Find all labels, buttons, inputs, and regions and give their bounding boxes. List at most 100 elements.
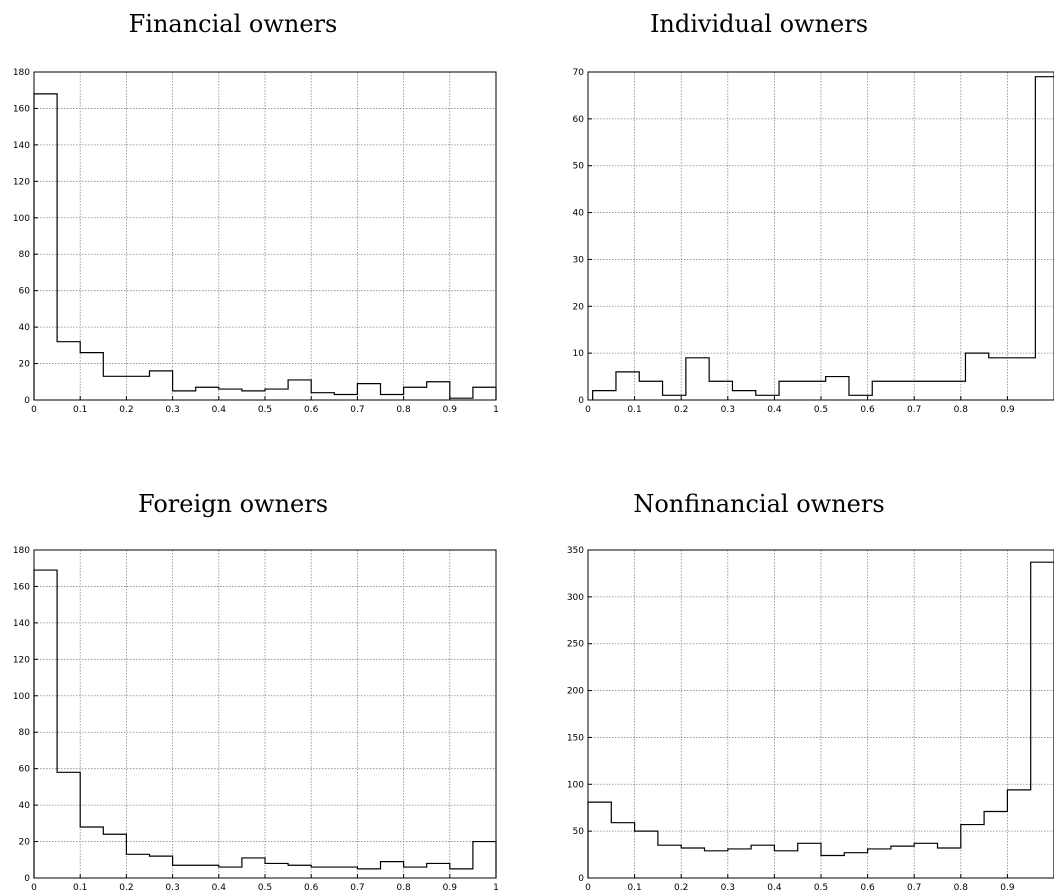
x-tick-label: 0.7 [350,883,364,892]
histogram-bin [57,342,80,400]
histogram-bin [288,380,311,400]
histogram-panel-financial: 0 20 40 60 80 100 120 140 160 180 0 0.1 0.2 0.3 0.4 0.5… [13,68,499,415]
y-tick-label: 160 [13,582,30,592]
y-tick-label: 160 [13,104,30,114]
histogram-bin [1031,562,1054,878]
histogram-bin [705,851,728,878]
histogram-bin [732,391,755,400]
y-tick-label: 40 [19,801,31,811]
x-tick-label: 0.3 [165,883,179,892]
x-tick-label: 0.6 [304,883,319,892]
x-tick-label: 1 [493,883,499,892]
x-tick-label: 0.5 [814,405,828,415]
histogram-bin [381,395,404,400]
histogram-bin [196,865,219,878]
histogram-bin [779,381,802,400]
histogram-bin [242,858,265,878]
x-tick-label: 0.6 [860,883,875,892]
y-tick-label: 20 [573,302,585,312]
histogram-bin [450,869,473,878]
x-tick-label: 0.9 [1000,405,1015,415]
x-tick-label: 0.3 [721,405,735,415]
panel-title-foreign: Foreign owners [137,490,329,518]
histogram-bin [821,856,844,878]
histogram-bin [80,827,103,878]
x-tick-label: 0.2 [119,405,133,415]
y-tick-label: 350 [567,546,584,556]
histogram-bin [404,387,427,400]
histogram-bin [965,353,988,400]
histogram-bin [616,372,639,400]
x-tick-label: 0.2 [674,883,688,892]
x-tick-label: 0.3 [721,883,735,892]
histogram-bin [57,772,80,878]
histogram-bin [919,381,942,400]
histogram-bin [686,358,709,400]
histogram-bin [914,843,937,878]
histogram-bin [663,395,686,400]
y-tick-label: 140 [13,619,30,629]
x-tick-label: 0.1 [73,883,87,892]
histogram-bin [798,843,821,878]
histogram-bin [219,389,242,400]
histogram-bin [984,811,1007,878]
histogram-bin [891,846,914,878]
x-tick-label: 0.5 [258,405,272,415]
y-tick-label: 40 [19,323,31,333]
histogram-bin [989,358,1012,400]
y-tick-label: 180 [13,546,30,556]
y-tick-label: 30 [573,255,585,265]
histogram-bin [103,834,126,878]
histogram-bin [588,802,611,878]
y-tick-label: 80 [19,728,31,738]
histogram-panel-individual: 0 10 20 30 40 50 60 70 0 0.1 0.2 0.3 0.4 0.5 0.6 0.7 0.8… [573,68,1054,415]
histogram-bin [942,381,965,400]
panel-title-financial: Financial owners [128,10,338,38]
x-tick-label: 0.8 [954,405,969,415]
histogram-bin [635,831,658,878]
y-tick-label: 120 [13,177,30,187]
x-tick-label: 0.2 [119,883,133,892]
y-tick-label: 60 [573,115,585,125]
histogram-bin [473,842,496,878]
y-tick-label: 20 [19,360,31,370]
panel-title-individual: Individual owners [649,10,869,38]
histogram-bin [242,391,265,400]
histogram-bin [150,371,173,400]
histogram-bin [150,856,173,878]
histogram-bin [639,381,662,400]
x-tick-label: 0.7 [350,405,364,415]
histogram-bin [311,393,334,400]
y-tick-label: 150 [567,733,584,743]
histogram-outline [587,561,1054,878]
histogram-bin [357,869,380,878]
histogram-bin [728,849,751,878]
histogram-bin [126,854,149,878]
histogram-outline [33,569,497,878]
y-tick-label: 100 [13,692,30,702]
histogram-bin [1035,77,1054,400]
y-tick-label: 100 [567,780,584,790]
histogram-bin [334,395,357,400]
x-tick-label: 1 [493,405,499,415]
panel-title-nonfinancial: Nonfinancial owners [633,490,885,518]
histogram-bin [872,381,895,400]
y-tick-label: 60 [19,287,31,297]
histogram-bin [404,867,427,878]
x-tick-label: 0 [585,405,591,415]
histogram-bin [288,865,311,878]
x-tick-label: 0.9 [443,883,458,892]
y-tick-label: 0 [578,874,584,884]
y-tick-label: 250 [567,640,584,650]
histogram-outline [33,93,497,400]
x-tick-label: 0.9 [443,405,458,415]
y-tick-label: 80 [19,250,31,260]
histogram-bin [265,389,288,400]
histogram-panel-nonfinancial: 0 50 100 150 200 250 300 350 0 0.1 0.2 0.3 0.4 0.5 0.6… [567,546,1054,892]
histogram-bin [427,863,450,878]
y-tick-label: 0 [24,874,30,884]
histogram-bin [1007,790,1030,878]
y-tick-label: 120 [13,655,30,665]
histogram-bin [756,395,779,400]
